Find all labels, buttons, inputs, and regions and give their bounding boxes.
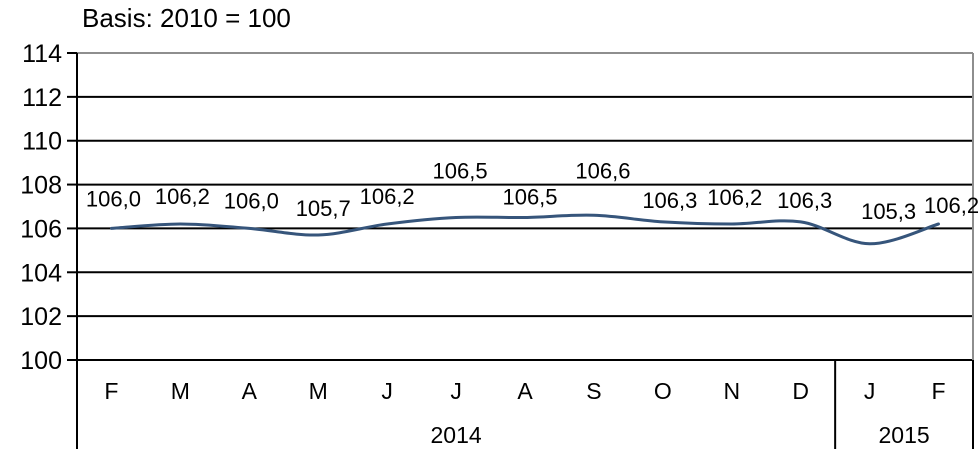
month-label: A [517,378,533,404]
axes-group [67,52,974,449]
series-line [110,213,940,246]
month-label: F [104,378,118,404]
series-group [110,213,940,246]
data-label: 105,3 [861,199,916,224]
data-label: 106,3 [777,188,832,213]
gridlines-group [77,52,973,361]
y-axis-label: 104 [20,259,62,287]
year-label: 2015 [878,422,929,448]
data-label: 106,0 [86,186,141,211]
month-label: J [450,378,462,404]
month-label: J [381,378,393,404]
y-axis-label: 102 [20,303,62,331]
month-label: F [932,378,946,404]
month-label: A [242,378,258,404]
data-label: 106,2 [707,185,762,210]
y-axis-label: 114 [22,40,62,68]
month-label: O [654,378,672,404]
month-label: M [309,378,328,404]
data-label: 106,2 [924,193,979,218]
month-label: N [723,378,740,404]
data-label: 106,5 [502,184,557,209]
data-label: 106,2 [360,184,415,209]
data-label: 106,5 [433,158,488,183]
chart-subtitle: Basis: 2010 = 100 [82,3,291,33]
y-axis-label: 110 [22,128,62,156]
month-label: S [586,378,601,404]
y-axis-label: 100 [20,347,62,375]
month-label: J [864,378,876,404]
data-label: 106,0 [224,188,279,213]
data-label: 106,6 [575,158,630,183]
y-axis-label: 108 [20,172,62,200]
month-label: D [792,378,809,404]
year-label: 2014 [430,422,481,448]
data-label: 105,7 [296,196,351,221]
y-axis-label: 106 [20,215,62,243]
month-label: M [171,378,190,404]
data-label: 106,3 [642,188,697,213]
data-label: 106,2 [155,184,210,209]
y-axis-label: 112 [22,84,62,112]
